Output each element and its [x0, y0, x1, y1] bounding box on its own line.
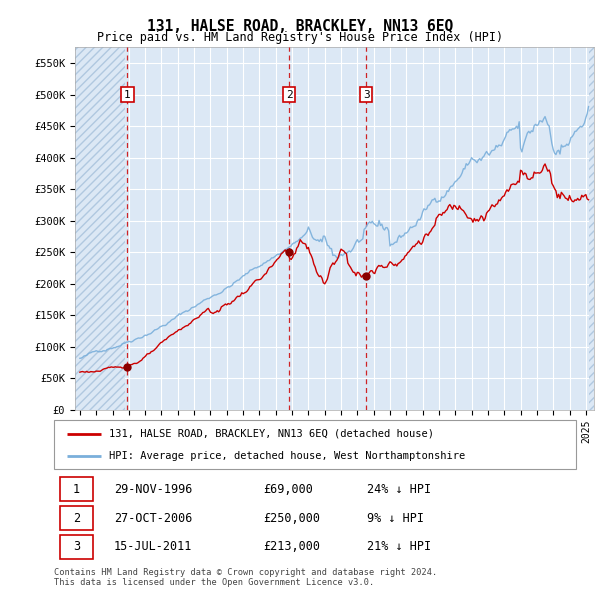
- Text: 27-OCT-2006: 27-OCT-2006: [114, 512, 193, 525]
- Text: £69,000: £69,000: [263, 483, 313, 496]
- Text: 3: 3: [73, 540, 80, 553]
- Text: 9% ↓ HPI: 9% ↓ HPI: [367, 512, 424, 525]
- Bar: [589, 47, 594, 410]
- Text: 1: 1: [124, 90, 131, 100]
- Text: 3: 3: [363, 90, 370, 100]
- Bar: [60, 535, 92, 559]
- Text: 131, HALSE ROAD, BRACKLEY, NN13 6EQ: 131, HALSE ROAD, BRACKLEY, NN13 6EQ: [147, 19, 453, 34]
- Text: 15-JUL-2011: 15-JUL-2011: [114, 540, 193, 553]
- Text: 131, HALSE ROAD, BRACKLEY, NN13 6EQ (detached house): 131, HALSE ROAD, BRACKLEY, NN13 6EQ (det…: [109, 429, 434, 439]
- Text: HPI: Average price, detached house, West Northamptonshire: HPI: Average price, detached house, West…: [109, 451, 465, 461]
- Text: Contains HM Land Registry data © Crown copyright and database right 2024.
This d: Contains HM Land Registry data © Crown c…: [54, 568, 437, 587]
- Text: Price paid vs. HM Land Registry's House Price Index (HPI): Price paid vs. HM Land Registry's House …: [97, 31, 503, 44]
- Text: 1: 1: [73, 483, 80, 496]
- Bar: [75, 47, 125, 410]
- Text: £250,000: £250,000: [263, 512, 320, 525]
- Bar: [60, 477, 92, 502]
- Text: 2: 2: [73, 512, 80, 525]
- Text: 2: 2: [286, 90, 293, 100]
- Text: 29-NOV-1996: 29-NOV-1996: [114, 483, 193, 496]
- Text: 21% ↓ HPI: 21% ↓ HPI: [367, 540, 431, 553]
- Bar: [60, 506, 92, 530]
- Text: £213,000: £213,000: [263, 540, 320, 553]
- Text: 24% ↓ HPI: 24% ↓ HPI: [367, 483, 431, 496]
